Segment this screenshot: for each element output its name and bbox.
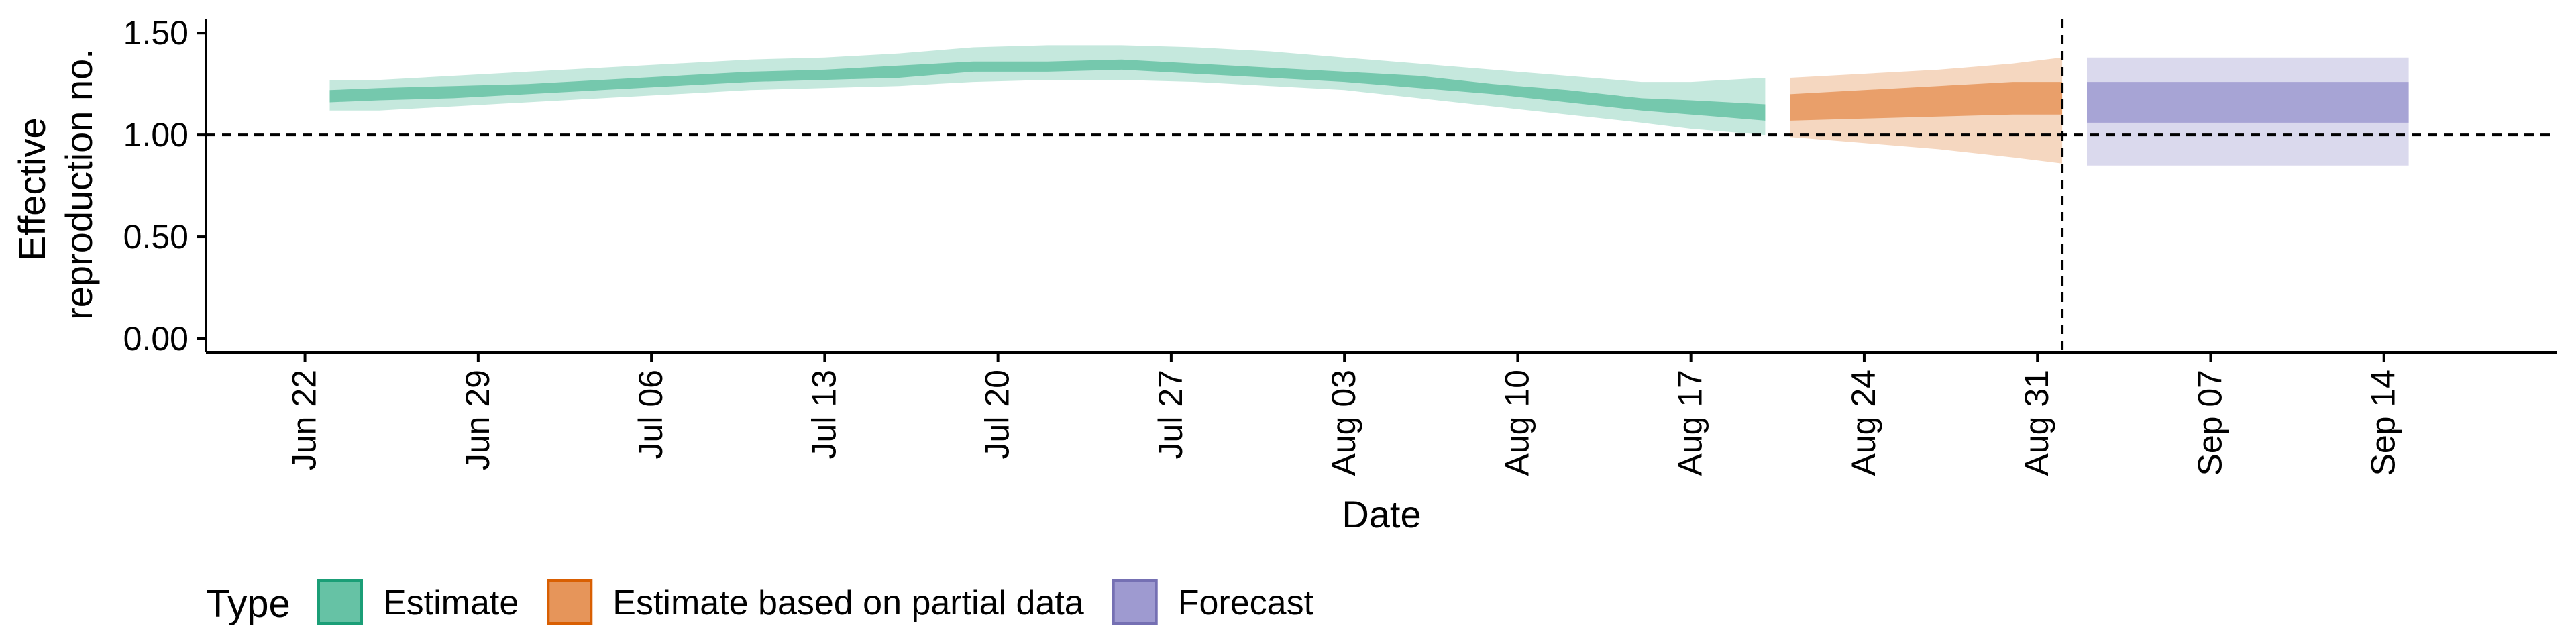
x-tick-label: Aug 17 <box>1672 370 1709 476</box>
y-tick-label: 0.00 <box>123 320 189 358</box>
x-tick-label: Aug 31 <box>2018 370 2055 476</box>
y-tick-label: 1.50 <box>123 14 189 52</box>
legend-key-estimate-based-on-partial-data <box>547 579 593 625</box>
estimate-band-90 <box>329 45 1766 136</box>
axes <box>205 19 2557 354</box>
legend-key-estimate <box>317 579 363 625</box>
legend-label-estimate-based-on-partial-data: Estimate based on partial data <box>612 584 1084 623</box>
x-tick-label: Jun 29 <box>459 370 496 470</box>
y-axis-title-line-1: Effective <box>11 117 53 261</box>
x-axis-title: Date <box>1342 493 1421 535</box>
x-tick-label: Jul 13 <box>805 370 843 459</box>
legend-label-estimate: Estimate <box>383 584 519 623</box>
legend: Type Estimate Estimate based on partial d… <box>206 579 1314 626</box>
x-tick-label: Sep 07 <box>2191 370 2229 476</box>
forecast-band-50 <box>2087 82 2409 123</box>
series-bands <box>329 45 2409 166</box>
estimate-band-50 <box>329 59 1766 121</box>
y-tick-label: 0.50 <box>123 218 189 256</box>
x-tick-label: Aug 03 <box>1325 370 1362 476</box>
x-tick-label: Jul 20 <box>979 370 1016 459</box>
x-tick-label: Jul 27 <box>1152 370 1189 459</box>
tick-labels: 0.00 0.50 1.00 1.50 Jun 22 Jun 29 Jul 06 Jul 13… <box>123 14 2402 476</box>
legend-title: Type <box>206 582 290 626</box>
y-axis-title: Effective reproduction no. <box>11 48 100 320</box>
legend-key-forecast <box>1112 579 1158 625</box>
reference-lines <box>206 19 2557 352</box>
x-tick-label: Aug 10 <box>1498 370 1536 476</box>
estimate-based-on-partial-data-band-50 <box>1790 82 2063 121</box>
y-tick-label: 1.00 <box>123 116 189 154</box>
x-tick-label: Sep 14 <box>2365 370 2402 476</box>
y-axis-title-line-2: reproduction no. <box>58 48 100 320</box>
legend-label-forecast: Forecast <box>1178 584 1314 623</box>
x-tick-label: Jun 22 <box>286 370 323 470</box>
x-tick-label: Aug 24 <box>1845 370 1882 476</box>
x-tick-label: Jul 06 <box>632 370 669 459</box>
